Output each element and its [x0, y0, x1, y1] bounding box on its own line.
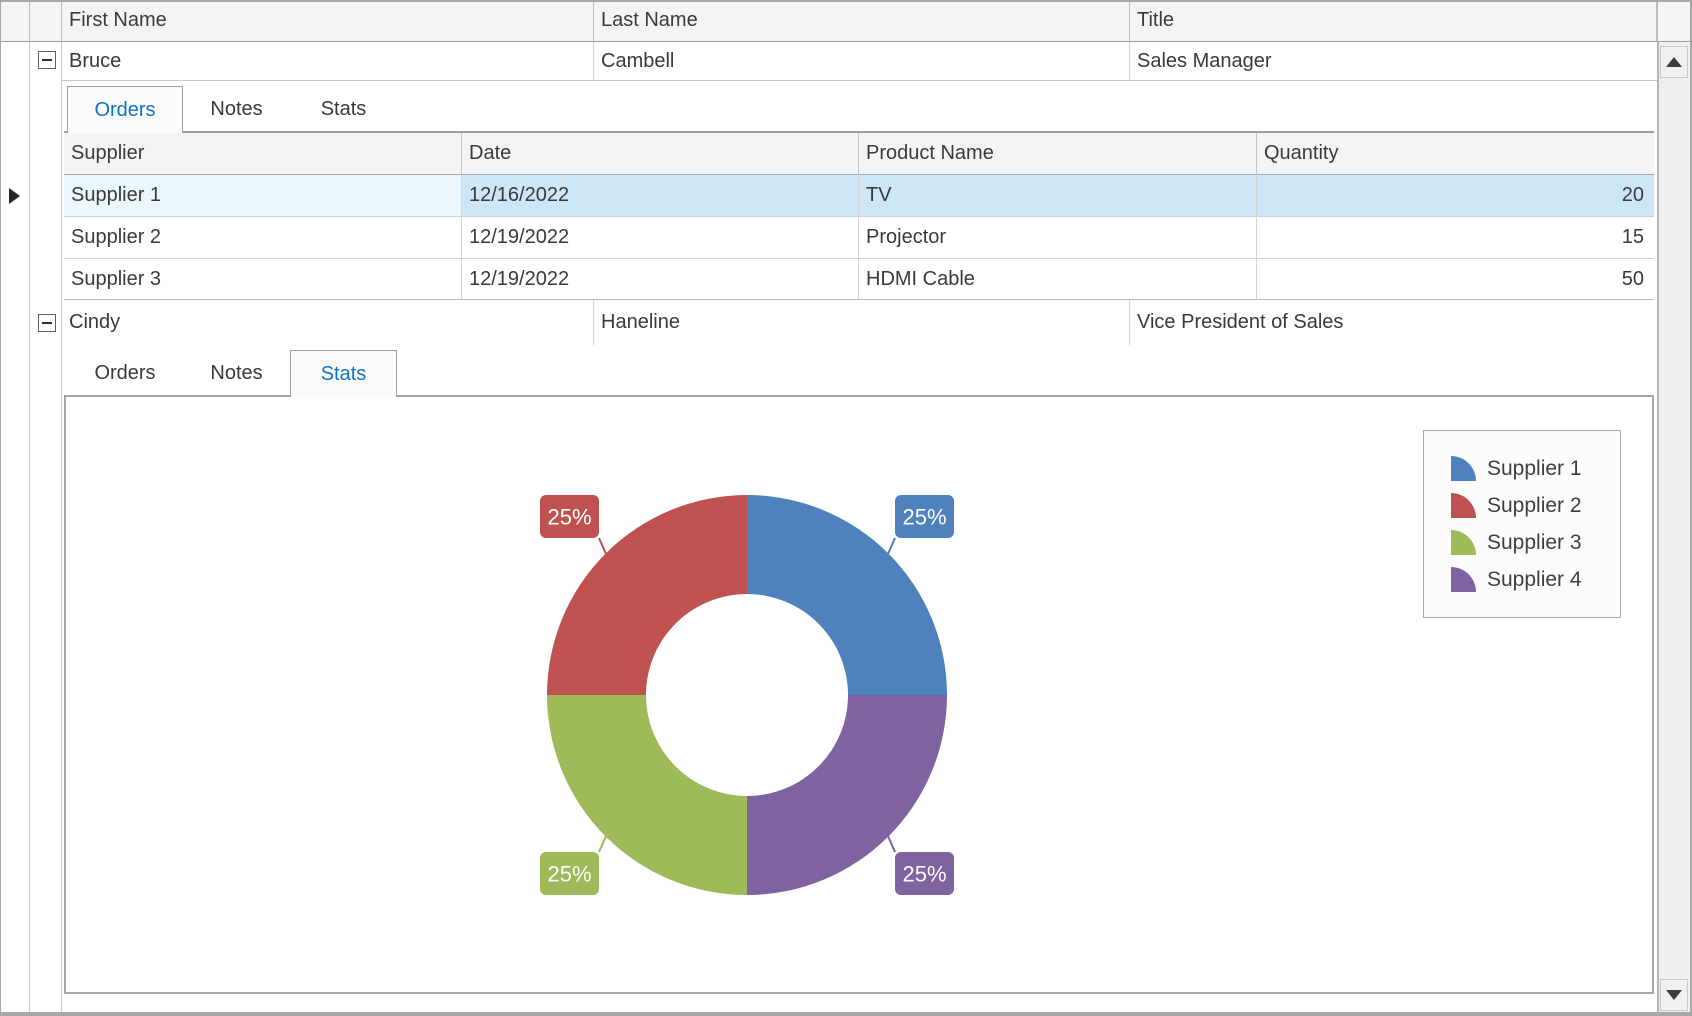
- scroll-down-icon: [1666, 990, 1682, 1000]
- detail-column-header-supplier[interactable]: Supplier: [64, 133, 462, 175]
- detail-cell-supplier[interactable]: Supplier 1: [64, 175, 462, 217]
- legend-item-supplier-2: Supplier 2: [1451, 493, 1620, 518]
- detail-cell-product-name[interactable]: HDMI Cable: [859, 259, 1257, 300]
- scroll-down-button[interactable]: [1660, 979, 1688, 1011]
- detail-cell-product-name[interactable]: TV: [859, 175, 1257, 217]
- collapse-row-button[interactable]: [38, 51, 56, 69]
- window-border-bottom: [0, 1012, 1692, 1016]
- tab-orders[interactable]: Orders: [67, 86, 183, 133]
- detail-cell-quantity[interactable]: 15: [1257, 217, 1654, 259]
- expander-header-cell: [30, 0, 62, 42]
- row-indicator-header-cell: [0, 0, 30, 42]
- legend-label: Supplier 1: [1487, 457, 1582, 481]
- legend-marker-icon: [1451, 456, 1476, 481]
- window-border-top: [0, 0, 1692, 2]
- legend-label: Supplier 2: [1487, 494, 1582, 518]
- tab-notes[interactable]: Notes: [183, 350, 290, 397]
- current-row-indicator-icon: [9, 188, 20, 204]
- scroll-up-button[interactable]: [1660, 46, 1688, 78]
- header-scroll-corner: [1657, 0, 1692, 42]
- collapse-row-button[interactable]: [38, 314, 56, 332]
- detail-cell-quantity[interactable]: 50: [1257, 259, 1654, 300]
- expander-column: [30, 42, 62, 1012]
- legend-item-supplier-4: Supplier 4: [1451, 567, 1620, 592]
- master-detail-grid-window: First Name Last Name Title Bruce Cambell…: [0, 0, 1692, 1016]
- detail-cell-supplier[interactable]: Supplier 3: [64, 259, 462, 300]
- column-header-title[interactable]: Title: [1130, 0, 1657, 42]
- scroll-up-icon: [1666, 57, 1682, 67]
- cell-first-name[interactable]: Cindy: [62, 300, 594, 345]
- tab-orders[interactable]: Orders: [67, 350, 183, 397]
- legend-item-supplier-3: Supplier 3: [1451, 530, 1620, 555]
- detail-cell-quantity[interactable]: 20: [1257, 175, 1654, 217]
- window-border-left: [0, 0, 1, 1016]
- tab-notes[interactable]: Notes: [183, 86, 290, 133]
- cell-first-name[interactable]: Bruce: [62, 42, 594, 81]
- cell-last-name[interactable]: Cambell: [594, 42, 1130, 81]
- legend-marker-icon: [1451, 493, 1476, 518]
- column-header-last-name[interactable]: Last Name: [594, 0, 1130, 42]
- legend-item-supplier-1: Supplier 1: [1451, 456, 1620, 481]
- detail-column-header-product-name[interactable]: Product Name: [859, 133, 1257, 175]
- detail-cell-supplier[interactable]: Supplier 2: [64, 217, 462, 259]
- vertical-scrollbar[interactable]: [1657, 42, 1692, 1012]
- detail-cell-date[interactable]: 12/19/2022: [462, 217, 859, 259]
- detail-column-header-quantity[interactable]: Quantity: [1257, 133, 1654, 175]
- cell-last-name[interactable]: Haneline: [594, 300, 1130, 345]
- detail-cell-date[interactable]: 12/16/2022: [462, 175, 859, 217]
- legend-label: Supplier 4: [1487, 568, 1582, 592]
- legend-marker-icon: [1451, 567, 1476, 592]
- legend-marker-icon: [1451, 530, 1476, 555]
- detail-cell-date[interactable]: 12/19/2022: [462, 259, 859, 300]
- detail-cell-product-name[interactable]: Projector: [859, 217, 1257, 259]
- stats-panel-border: [64, 395, 1654, 994]
- legend-label: Supplier 3: [1487, 531, 1582, 555]
- cell-title[interactable]: Sales Manager: [1130, 42, 1657, 81]
- tab-stats[interactable]: Stats: [290, 86, 397, 133]
- detail-column-header-date[interactable]: Date: [462, 133, 859, 175]
- column-header-first-name[interactable]: First Name: [62, 0, 594, 42]
- cell-title[interactable]: Vice President of Sales: [1130, 300, 1657, 345]
- tab-stats[interactable]: Stats: [290, 350, 397, 397]
- chart-legend: Supplier 1 Supplier 2 Supplier 3 Supplie…: [1423, 430, 1621, 618]
